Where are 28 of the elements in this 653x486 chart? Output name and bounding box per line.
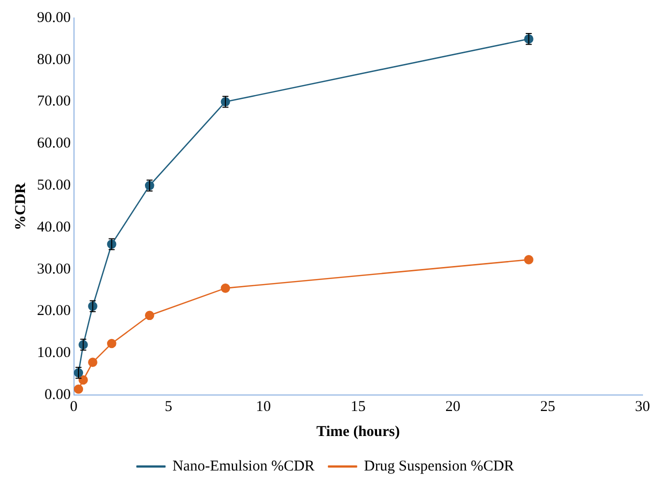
y-tick-label: 0.00 — [44, 386, 71, 403]
x-tick-label: 25 — [540, 398, 556, 415]
point — [88, 358, 98, 367]
point — [524, 255, 534, 264]
legend-label: Nano-Emulsion %CDR — [172, 458, 315, 474]
x-tick-label: 10 — [256, 398, 271, 415]
x-tick-label: 30 — [635, 398, 650, 415]
x-tick-label: 20 — [445, 398, 460, 415]
y-tick-label: 40.00 — [37, 219, 71, 236]
y-tick-label: 70.00 — [37, 94, 71, 110]
x-tick-label: 15 — [350, 398, 366, 415]
y-tick-label: 30.00 — [37, 261, 71, 278]
y-axis-title: %CDR — [12, 182, 29, 230]
point — [144, 310, 154, 320]
y-tick-label: 80.00 — [37, 52, 71, 68]
y-tick-label: 90.00 — [37, 10, 71, 26]
legend-label: Drug Suspension %CDR — [364, 458, 514, 474]
y-tick-label: 60.00 — [37, 136, 71, 152]
point — [78, 375, 88, 385]
x-tick-label: 5 — [164, 398, 172, 415]
y-tick-label: 50.00 — [37, 177, 71, 194]
x-tick-label: 0 — [70, 398, 78, 415]
x-axis-title: Time (hours) — [316, 424, 400, 440]
point — [107, 338, 116, 348]
point — [74, 384, 84, 394]
y-tick-label: 20.00 — [37, 303, 71, 320]
point — [220, 284, 230, 293]
y-tick-label: 10.00 — [37, 345, 71, 362]
